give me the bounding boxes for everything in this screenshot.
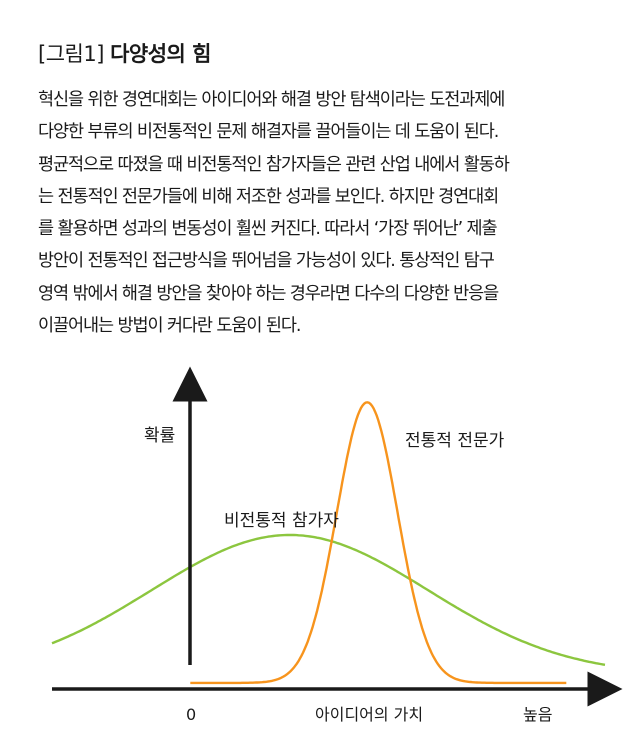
body-line: 혁신을 위한 경연대회는 아이디어와 해결 방안 탐색이라는 도전과제에 xyxy=(38,90,505,110)
series-line-1 xyxy=(190,401,567,685)
body-line: 는 전통적인 전문가들에 비해 저조한 성과를 보인다. 하지만 경연대회 xyxy=(38,186,499,207)
body-line: 를 활용하면 성과의 변동성이 훨씬 커진다. 따라서 ‘가장 뛰어난’ 제출 xyxy=(38,219,498,240)
figure-title: [그림1] 다양성의 힘 xyxy=(38,38,211,68)
body-line: 이끌어내는 방법이 커다란 도움이 된다. xyxy=(38,316,301,337)
body-line: 방안이 전통적인 접근방식을 뛰어넘을 가능성이 있다. 통상적인 탐구 xyxy=(38,251,495,272)
x-tick-high: 높음 xyxy=(523,705,552,724)
body-line: 평균적으로 따졌을 때 비전통적인 참가자들은 관련 산업 내에서 활동하 xyxy=(38,154,510,175)
body-line: 다양한 부류의 비전통적인 문제 해결자를 끌어들이는 데 도움이 된다. xyxy=(38,122,499,143)
body-paragraph: 혁신을 위한 경연대회는 아이디어와 해결 방안 탐색이라는 도전과제에 다양한… xyxy=(38,84,616,342)
figure-label: [그림1] xyxy=(38,42,104,66)
series-line-0 xyxy=(51,533,606,666)
body-line: 영역 밖에서 해결 방안을 찾아야 하는 경우라면 다수의 다양한 반응을 xyxy=(38,283,499,304)
curves-group xyxy=(51,401,606,685)
series-label-traditional: 전통적 전문가 xyxy=(405,431,505,451)
series-label-nontraditional: 비전통적 참가자 xyxy=(224,511,339,531)
figure-name: 다양성의 힘 xyxy=(110,42,211,66)
y-axis-label: 확률 xyxy=(144,426,175,446)
x-axis-label: 아이디어의 가치 xyxy=(315,705,423,724)
x-tick-zero: 0 xyxy=(186,705,196,724)
